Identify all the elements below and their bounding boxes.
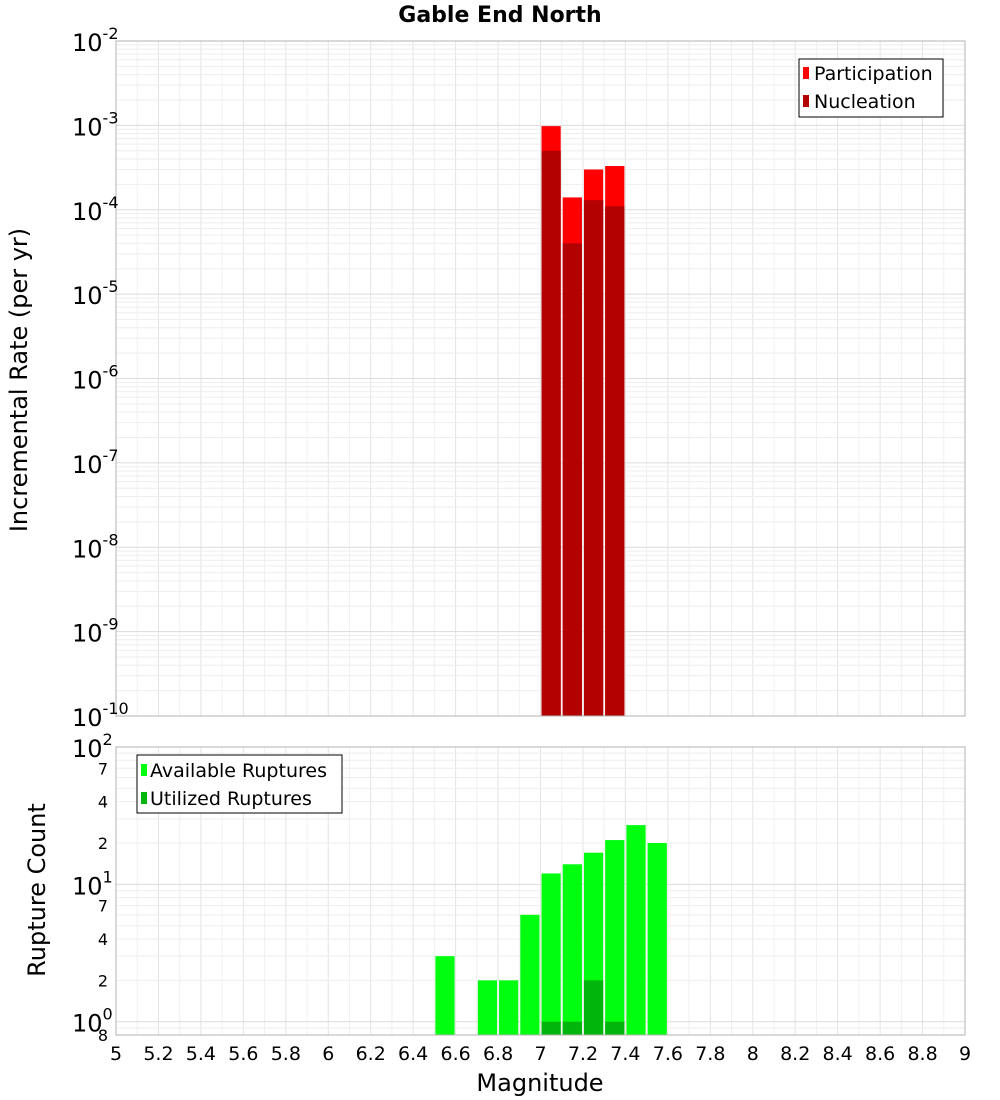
x-tick-label: 5.4 (186, 1043, 216, 1065)
bar-nucleation (583, 200, 604, 716)
bar-available-ruptures (499, 980, 519, 1035)
x-tick-label: 8.4 (823, 1043, 853, 1065)
x-tick-label: 5.2 (143, 1043, 173, 1065)
top-y-tick-label: 10-5 (72, 277, 119, 310)
bottom-legend-box (136, 754, 343, 814)
bar-nucleation (541, 150, 561, 716)
x-ticks: 5 5.2 5.4 5.6 5.8 6 6.2 6.4 6.6 6.8 7 7.2 7.4 7.6 7.8 8… (110, 1043, 971, 1065)
bar-available-ruptures (477, 980, 498, 1035)
bar-nucleation (562, 243, 582, 717)
bottom-y-minor-tick-label: 7 (98, 759, 108, 778)
x-tick-label: 8 (747, 1043, 759, 1065)
bottom-y-major-tick-label: 101 (72, 867, 113, 900)
top-y-tick-label: 10-9 (72, 615, 119, 648)
bottom-panel: 102 101 100 7 4 2 7 4 2 8 5 5.2 5.4 5.6 5.8 6 6.2 6.4 6.6… (72, 730, 971, 1065)
bar-utilized-ruptures (583, 980, 604, 1035)
x-tick-label: 6 (322, 1043, 334, 1065)
top-bars (541, 126, 625, 717)
top-legend-box (798, 58, 944, 118)
bottom-y-ticks: 102 101 100 7 4 2 7 4 2 8 (72, 730, 113, 1045)
bottom-bars (435, 825, 667, 1035)
bottom-y-minor-tick-label: 8 (98, 1026, 108, 1045)
chart-title: Gable End North (398, 3, 601, 28)
top-y-axis-label: Incremental Rate (per yr) (5, 228, 33, 532)
top-y-tick-label: 10-7 (72, 446, 119, 479)
top-y-tick-label: 10-2 (72, 24, 119, 57)
bar-utilized-ruptures (541, 1021, 561, 1035)
bar-utilized-ruptures (605, 1021, 625, 1035)
x-axis-label: Magnitude (476, 1069, 603, 1097)
top-panel: 10-2 10-3 10-4 10-5 10-6 10-7 10-8 10-9 10-10 Pa… (72, 24, 966, 732)
bar-available-ruptures (520, 914, 540, 1035)
x-tick-label: 8.6 (865, 1043, 895, 1065)
top-y-tick-label: 10-3 (72, 108, 119, 141)
legend-label-participation: Participation (814, 63, 933, 85)
bottom-y-minor-tick-label: 4 (98, 930, 108, 949)
x-tick-label: 7.8 (695, 1043, 725, 1065)
bottom-y-minor-tick-label: 2 (98, 971, 108, 990)
bar-utilized-ruptures (562, 1021, 582, 1035)
legend-label-utilized: Utilized Ruptures (150, 788, 312, 810)
bar-available-ruptures (626, 825, 646, 1035)
bar-nucleation (605, 206, 625, 716)
x-tick-label: 6.2 (356, 1043, 386, 1065)
top-grid (115, 40, 966, 717)
legend-swatch-nucleation (803, 95, 809, 107)
bottom-y-major-tick-label: 100 (72, 1005, 113, 1038)
x-tick-label: 6.6 (440, 1043, 470, 1065)
x-tick-label: 6.4 (398, 1043, 428, 1065)
bar-available-ruptures (647, 843, 667, 1035)
bottom-legend: Available Ruptures Utilized Ruptures (136, 754, 343, 814)
bottom-y-minor-tick-label: 7 (98, 897, 108, 916)
x-tick-label: 6.8 (483, 1043, 513, 1065)
x-tick-label: 8.8 (907, 1043, 937, 1065)
top-y-tick-label: 10-6 (72, 362, 119, 395)
x-tick-label: 5 (110, 1043, 122, 1065)
top-y-ticks: 10-2 10-3 10-4 10-5 10-6 10-7 10-8 10-9 10-10 (72, 24, 129, 732)
x-tick-label: 7.2 (568, 1043, 598, 1065)
x-tick-label: 7 (534, 1043, 546, 1065)
bottom-y-axis-label: Rupture Count (23, 803, 51, 977)
x-tick-label: 8.2 (780, 1043, 810, 1065)
bar-available-ruptures (562, 864, 582, 1035)
legend-label-available: Available Ruptures (150, 760, 327, 782)
top-legend: Participation Nucleation (798, 58, 944, 118)
x-tick-label: 7.6 (653, 1043, 683, 1065)
bottom-y-minor-tick-label: 4 (98, 793, 108, 812)
x-tick-label: 9 (959, 1043, 971, 1065)
bottom-plot-frame (115, 746, 966, 1036)
bottom-y-major-tick-label: 102 (72, 730, 113, 763)
x-tick-label: 7.4 (610, 1043, 640, 1065)
bar-available-ruptures (605, 840, 625, 1035)
bottom-y-minor-tick-label: 2 (98, 834, 108, 853)
bar-available-ruptures (541, 873, 561, 1035)
legend-label-nucleation: Nucleation (814, 91, 916, 113)
legend-swatch-participation (803, 67, 809, 79)
top-plot-frame (115, 40, 966, 717)
top-y-tick-label: 10-4 (72, 193, 119, 226)
x-tick-label: 5.6 (228, 1043, 258, 1065)
top-y-tick-label: 10-8 (72, 530, 119, 563)
x-tick-label: 5.8 (271, 1043, 301, 1065)
top-y-tick-label: 10-10 (72, 699, 129, 732)
legend-swatch-utilized (141, 792, 147, 804)
bar-available-ruptures (435, 956, 455, 1035)
legend-swatch-available (141, 764, 147, 776)
